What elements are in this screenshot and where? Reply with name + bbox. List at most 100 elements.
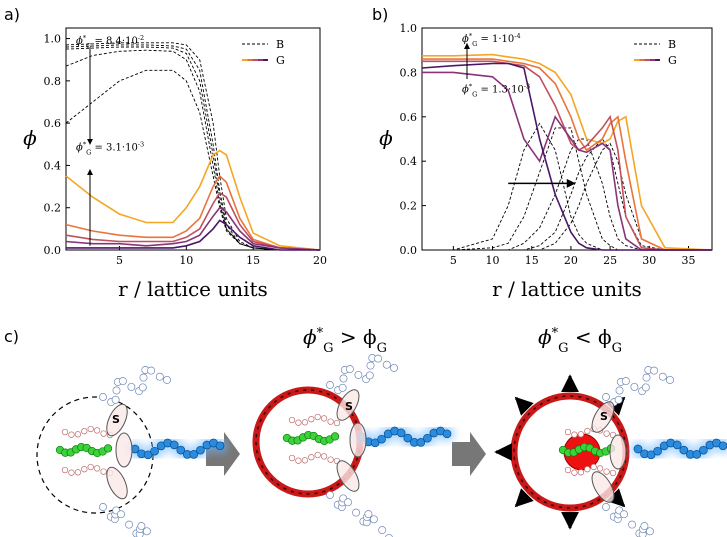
g-profile bbox=[422, 58, 712, 251]
b-profile bbox=[422, 142, 712, 251]
hydrophobic-bead bbox=[176, 445, 186, 455]
hydrophobic-bead bbox=[672, 440, 682, 450]
x-tick-label: 20 bbox=[313, 254, 327, 267]
polymer-bead bbox=[326, 381, 334, 389]
annotation: ϕ*G = 1.3·10-3 bbox=[462, 82, 530, 98]
shell-bead bbox=[571, 469, 578, 476]
text-part: -4 bbox=[514, 32, 520, 40]
polymer-bead bbox=[118, 377, 127, 386]
text-part: * bbox=[83, 34, 87, 42]
plot-frame bbox=[65, 27, 321, 251]
hydrophobic-bead bbox=[215, 441, 225, 451]
x-tick-label: 15 bbox=[525, 254, 539, 267]
shell-bead bbox=[295, 457, 302, 464]
polymer-bead bbox=[602, 393, 610, 401]
stabilizer bbox=[115, 432, 133, 468]
polymer-bead bbox=[127, 382, 136, 391]
polymer-bead bbox=[147, 366, 156, 375]
text-part: * bbox=[83, 141, 87, 149]
text-part: G bbox=[377, 341, 387, 356]
heading: ϕ*G < ϕG bbox=[538, 325, 622, 356]
expansion-arrows bbox=[494, 374, 626, 530]
text-part: G bbox=[86, 42, 91, 50]
panel-label: b) bbox=[372, 5, 388, 24]
stabilizer bbox=[106, 466, 128, 500]
g-profile bbox=[422, 71, 712, 251]
polymer-bead bbox=[364, 510, 373, 519]
g-profile bbox=[66, 219, 320, 251]
shell-bead bbox=[609, 469, 617, 477]
polymer-bead bbox=[374, 354, 383, 363]
stabilizer bbox=[106, 403, 128, 437]
y-tick-label: 0.0 bbox=[400, 244, 418, 257]
shell-bead bbox=[74, 469, 82, 476]
shell-bead bbox=[100, 468, 107, 475]
polymer-bead bbox=[390, 363, 398, 372]
shell-bead bbox=[564, 428, 572, 436]
plot-frame bbox=[421, 27, 713, 251]
text-part: G bbox=[86, 149, 91, 157]
polymer-bead bbox=[621, 377, 630, 386]
y-tick-label: 1.0 bbox=[44, 33, 62, 46]
text-part: * bbox=[552, 326, 559, 341]
shell-bead bbox=[577, 469, 585, 476]
shell-bead bbox=[603, 430, 610, 437]
polymer-bead bbox=[385, 533, 393, 537]
text-part: G bbox=[612, 341, 622, 356]
legend-label: B bbox=[668, 38, 676, 51]
panel-label: c) bbox=[4, 327, 19, 346]
hydrophobic-bead bbox=[403, 433, 413, 443]
x-tick-label: 10 bbox=[486, 254, 500, 267]
x-tick-label: 25 bbox=[603, 254, 617, 267]
x-tick-label: 5 bbox=[116, 254, 123, 267]
text-part: * bbox=[469, 32, 473, 40]
hydrophobic-bead bbox=[718, 441, 727, 451]
hydrophobic-bead bbox=[692, 450, 702, 459]
hydrophobic-bead bbox=[633, 444, 643, 454]
y-tick-label: 1.0 bbox=[400, 22, 418, 35]
polymer-bead bbox=[344, 498, 352, 507]
hydrophobic-bead bbox=[646, 450, 656, 460]
y-tick-label: 0.8 bbox=[400, 66, 418, 79]
polymer-bead bbox=[382, 360, 391, 369]
text-part: G bbox=[323, 341, 333, 356]
polymer-bead bbox=[614, 395, 623, 404]
stabilizer bbox=[591, 401, 615, 433]
text-part: = 1.3·10 bbox=[477, 84, 524, 95]
stabilizer bbox=[336, 460, 360, 492]
shell-bead bbox=[81, 466, 88, 473]
polymer-bead bbox=[111, 395, 120, 404]
polymer-bead bbox=[641, 383, 650, 392]
hydrophobic-bead bbox=[679, 445, 689, 455]
polymer-bead bbox=[326, 491, 334, 499]
shell-bead bbox=[596, 465, 604, 472]
polymer-bead bbox=[366, 361, 375, 370]
y-axis-label: ϕ bbox=[379, 126, 393, 150]
polymer-bead bbox=[630, 382, 639, 391]
shell-bead bbox=[320, 453, 328, 460]
shell-bead bbox=[584, 428, 591, 435]
diagram: c) S S S bbox=[4, 327, 727, 537]
shell-bead bbox=[81, 428, 88, 435]
y-axis-label: ϕ bbox=[23, 126, 37, 150]
polymer-bead bbox=[640, 522, 649, 531]
core-bead bbox=[330, 432, 340, 441]
polymer-bead bbox=[642, 373, 651, 382]
g-profile bbox=[65, 174, 321, 251]
polymer-bead bbox=[338, 383, 347, 392]
x-tick-label: 20 bbox=[564, 254, 578, 267]
polymer-bead bbox=[620, 510, 628, 519]
stabilizer bbox=[591, 471, 615, 503]
legend-label: G bbox=[276, 54, 285, 67]
text-part: > ϕ bbox=[334, 325, 377, 349]
stabilizer bbox=[609, 434, 627, 470]
polymer-bead bbox=[378, 526, 387, 535]
g-profile bbox=[421, 62, 712, 251]
hydrophobic-bead bbox=[699, 445, 708, 455]
hydrophobic-bead bbox=[416, 438, 426, 447]
polymer-bead bbox=[137, 522, 146, 531]
text-part: = 8.4·10 bbox=[91, 36, 138, 47]
polymer-bead bbox=[369, 515, 378, 524]
polymer-bead bbox=[142, 527, 151, 536]
